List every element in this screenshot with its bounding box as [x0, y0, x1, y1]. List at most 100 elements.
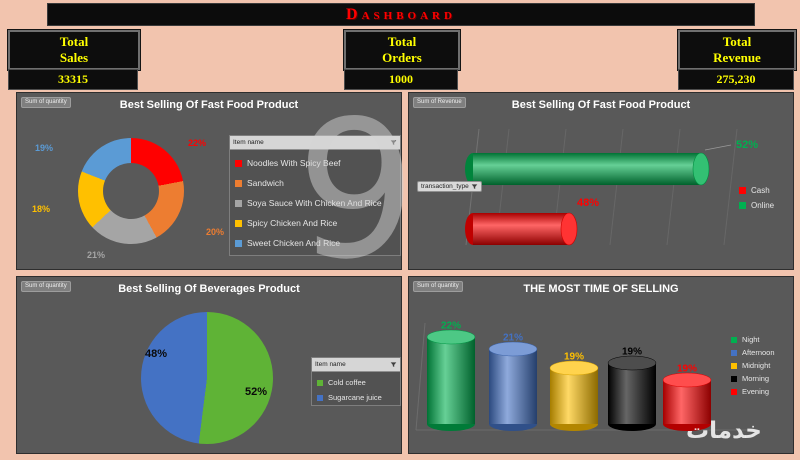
legend-box: Item name Cold coffee Sugarcane juice: [311, 357, 401, 406]
legend-item: Online: [739, 200, 774, 210]
cylinder-chart: [415, 322, 747, 431]
pie-chart: [141, 312, 273, 444]
legend-swatch: [235, 159, 242, 167]
axis-line: [415, 322, 426, 431]
data-label: 21%: [86, 250, 106, 260]
legend-label: Spicy Chicken And Rice: [247, 218, 338, 228]
legend-label: Sandwich: [247, 178, 284, 188]
legend-field-button[interactable]: Item name: [312, 358, 400, 372]
gridline: [723, 128, 738, 246]
legend-swatch: [317, 394, 323, 401]
kpi-label-line2: Sales: [59, 50, 89, 65]
bar-chart: [465, 128, 738, 246]
chart-title: Best Selling Of Beverages Product: [118, 283, 300, 295]
legend-items: Noodles With Spicy Beef Sandwich Soya Sauc…: [230, 150, 400, 253]
bar-cap: [560, 212, 578, 246]
leader-line: [704, 144, 732, 151]
legend-item: Cold coffee: [312, 375, 400, 390]
kpi-total-revenue-value: 275,230: [678, 69, 794, 90]
data-label: 21%: [502, 332, 524, 344]
dashboard-title-bar: Dashboard: [47, 3, 755, 26]
donut-chart: [41, 101, 221, 269]
kpi-total-revenue-label: Total Revenue: [677, 29, 797, 71]
page-title: Dashboard: [346, 5, 456, 23]
bar: [473, 153, 701, 185]
panel-beverages: Best Selling Of Beverages Product Sum of…: [16, 276, 402, 454]
legend-label: Evening: [742, 387, 770, 396]
chart-title: Best Selling Of Fast Food Product: [511, 99, 691, 111]
bar: [663, 380, 711, 424]
legend-label: Midnight: [742, 361, 771, 370]
legend-field-label: Item name: [315, 361, 346, 368]
data-label: 18%: [31, 204, 51, 214]
kpi-label-line1: Total: [722, 34, 752, 49]
legend-label: Morning: [742, 374, 770, 383]
legend-swatch: [731, 375, 737, 382]
legend-item: Morning: [731, 372, 775, 385]
legend-item: Noodles With Spicy Beef: [230, 153, 400, 173]
legend-swatch: [739, 201, 746, 209]
data-label: 19%: [621, 346, 643, 358]
filter-icon: [390, 362, 397, 367]
legend-item: Sandwich: [230, 173, 400, 193]
kpi-total-sales-value: 33315: [8, 69, 138, 90]
legend-label: Sugarcane juice: [328, 393, 382, 402]
bar-cap: [488, 341, 538, 357]
legend-label: Online: [751, 200, 775, 210]
legend-swatch: [235, 239, 242, 247]
legend-field-label: Item name: [233, 139, 264, 146]
legend-swatch: [731, 362, 737, 369]
bar: [489, 349, 537, 424]
kpi-total-orders-label: Total Orders: [343, 29, 461, 71]
legend-label: Noodles With Spicy Beef: [247, 158, 341, 168]
legend-item: Cash: [739, 185, 774, 195]
axis-field-button[interactable]: transaction_type: [417, 181, 482, 192]
bar: [427, 337, 475, 424]
kpi-label-line1: Total: [59, 34, 89, 49]
legend-item: Soya Sauce With Chicken And Rice: [230, 193, 400, 213]
pivot-value-field-button[interactable]: Sum of quantity: [21, 97, 71, 108]
pivot-value-field-button[interactable]: Sum of Revenue: [413, 97, 466, 108]
legend-field-button[interactable]: Item name: [230, 136, 400, 150]
chart-legend: Night Afternoon Midnight Morning Evening: [731, 333, 775, 398]
legend-swatch: [317, 379, 323, 386]
pivot-value-field-button[interactable]: Sum of quantity: [413, 281, 463, 292]
gridline: [666, 128, 681, 246]
legend-item: Night: [731, 333, 775, 346]
bar: [550, 368, 598, 424]
legend-item: Spicy Chicken And Rice: [230, 213, 400, 233]
panel-fast-food-quantity: Best Selling Of Fast Food Product Sum of…: [16, 92, 402, 270]
legend-swatch: [731, 336, 737, 343]
bar: [608, 363, 656, 424]
chart-title: Best Selling Of Fast Food Product: [119, 99, 299, 111]
legend-swatch: [739, 186, 746, 194]
legend-label: Sweet Chicken And Rice: [247, 238, 341, 248]
data-label: 19%: [563, 351, 585, 363]
data-label: 19%: [34, 143, 54, 153]
data-label: 22%: [187, 138, 207, 148]
bar: [473, 213, 569, 245]
legend-swatch: [235, 199, 242, 207]
kpi-label-line2: Orders: [382, 50, 422, 65]
data-label: 52%: [735, 139, 759, 151]
data-label: 19%: [676, 363, 698, 375]
legend-item: Midnight: [731, 359, 775, 372]
bar-cap: [607, 355, 657, 371]
pivot-value-field-button[interactable]: Sum of quantity: [21, 281, 71, 292]
panel-selling-time: THE MOST TIME OF SELLING Sum of quantity…: [408, 276, 794, 454]
filter-icon: [390, 140, 397, 145]
bar-cap: [549, 360, 599, 376]
bar-cap: [662, 372, 712, 388]
gridline: [609, 128, 624, 246]
legend-label: Night: [742, 335, 760, 344]
legend-item: Evening: [731, 385, 775, 398]
legend-label: Afternoon: [742, 348, 775, 357]
data-label: 48%: [576, 197, 600, 209]
legend-box: Item name Noodles With Spicy Beef Sandwic…: [229, 135, 401, 256]
chart-legend: Cash Online: [739, 185, 774, 210]
data-label: 48%: [144, 348, 168, 360]
chart-title: THE MOST TIME OF SELLING: [523, 283, 679, 295]
bar-cap: [692, 152, 710, 186]
data-label: 52%: [244, 386, 268, 398]
